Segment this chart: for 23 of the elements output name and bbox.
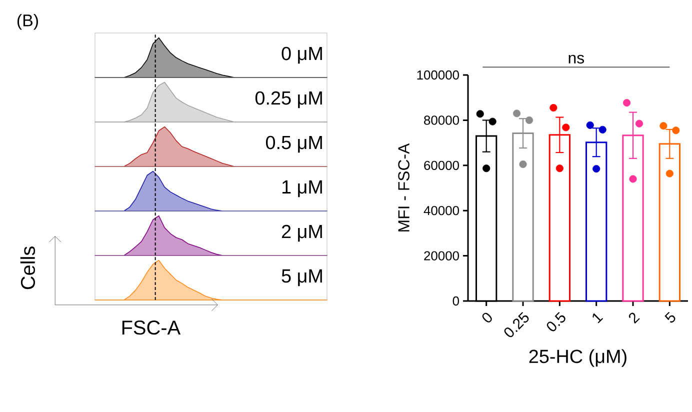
y-tick-label: 0: [452, 296, 460, 306]
x-axis-title: FSC-A: [122, 320, 181, 335]
chart-title: 0 μM: [282, 46, 322, 64]
x-tick-label: 0.5: [546, 312, 566, 332]
text: (B): [17, 14, 38, 30]
y-axis-title: Cells: [20, 246, 36, 290]
y-tick-label: 80000: [424, 116, 459, 125]
chart-title: 2 μM: [282, 224, 322, 242]
chart-title: 0.5 μM: [266, 136, 322, 153]
y-tick-label: 60000: [424, 160, 459, 170]
x-axis-title: 25-HC (μM): [529, 349, 626, 367]
y-tick-label: 40000: [424, 206, 459, 216]
y-tick-label: 100000: [417, 70, 459, 80]
chart-title: 1 μM: [282, 180, 322, 198]
chart-title: 0.25 μM: [255, 91, 322, 108]
x-tick-label: 2: [628, 312, 640, 324]
y-tick-label: 20000: [424, 251, 459, 260]
y-axis-title: MFI - FSC-A: [398, 143, 410, 232]
x-tick-label: 1: [592, 313, 604, 324]
x-tick-label: 0: [482, 312, 492, 322]
chart-title: 5 μM: [282, 269, 322, 286]
text: ns: [568, 54, 584, 64]
x-tick-label: 5: [664, 312, 676, 323]
